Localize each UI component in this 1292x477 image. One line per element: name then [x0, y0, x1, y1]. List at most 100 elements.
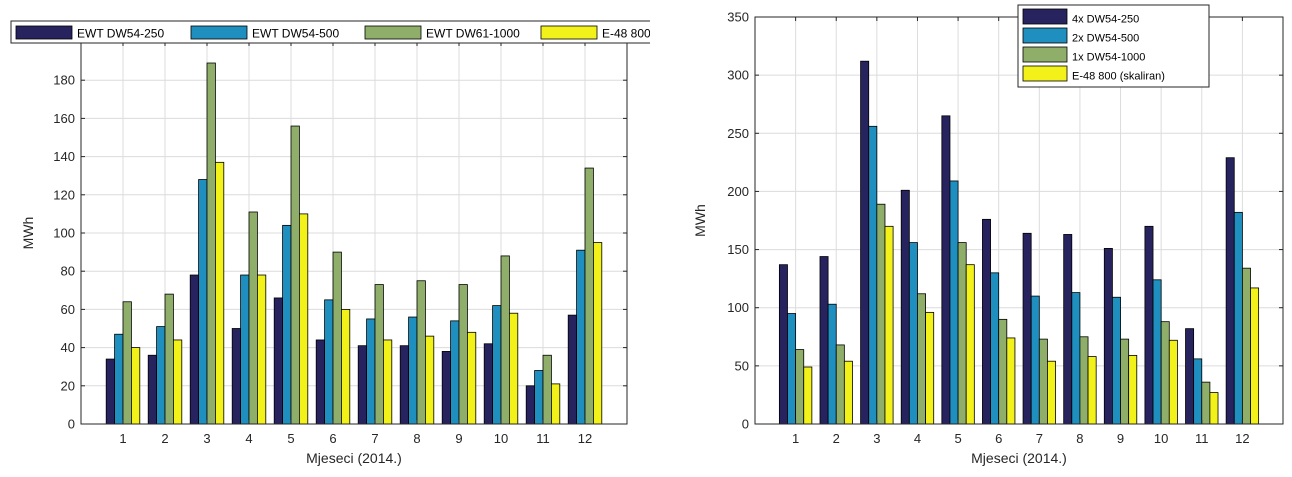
c1-bar-s2-m1	[114, 333, 124, 425]
c1-bar-s2-m3	[198, 179, 208, 425]
c2-bar-s1-m10	[1144, 225, 1154, 425]
c1-xtick-label: 2	[161, 431, 168, 446]
c1-bar-s1-m1	[105, 358, 115, 425]
c2-bar-s2-m5	[949, 180, 959, 425]
c1-ytick-label: 140	[53, 149, 75, 164]
c2-xtick-label: 8	[1076, 431, 1083, 446]
c2-bar-s3-m11	[1201, 381, 1211, 425]
c2-bar-s1-m4	[900, 189, 910, 425]
c2-xtick-label: 3	[873, 431, 880, 446]
c1-y-axis-label: MWh	[20, 217, 36, 250]
c1-ytick-label: 100	[53, 226, 75, 241]
c1-legend-swatch-2	[190, 25, 248, 40]
c1-bar-s1-m3	[189, 274, 199, 425]
c2-bar-s2-m7	[1030, 295, 1040, 425]
c2-plot-area	[755, 17, 1283, 424]
c1-bar-s3-m12	[584, 167, 594, 425]
c2-xtick-label: 5	[954, 431, 961, 446]
c1-xtick-label: 3	[203, 431, 210, 446]
c2-bar-s4-m3	[884, 225, 894, 425]
c2-bar-s3-m9	[1120, 338, 1130, 425]
c2-xtick-label: 6	[995, 431, 1002, 446]
c2-bar-s2-m11	[1193, 358, 1203, 425]
c2-bar-s1-m5	[941, 115, 951, 425]
c1-bar-s4-m6	[340, 308, 351, 425]
c1-bar-s1-m7	[357, 345, 368, 425]
c1-bar-s3-m3	[206, 62, 216, 425]
c2-bar-s4-m8	[1087, 356, 1097, 425]
c2-bar-s1-m3	[860, 60, 870, 425]
c2-bar-s1-m8	[1063, 234, 1073, 425]
c2-legend-label-2: 2x DW54-500	[1072, 33, 1139, 45]
c1-bar-s4-m11	[551, 383, 561, 425]
c2-xtick-label: 2	[833, 431, 840, 446]
c1-bar-s2-m7	[366, 318, 376, 425]
c1-bar-s3-m2	[164, 293, 174, 425]
c2-legend-label-3: 1x DW54-1000	[1072, 52, 1145, 64]
c1-ytick-label: 60	[61, 302, 75, 317]
c2-xtick-label: 4	[914, 431, 921, 446]
c1-x-axis-label: Mjeseci (2014.)	[306, 450, 402, 466]
c1-xtick-label: 10	[494, 431, 508, 446]
c1-legend-swatch-1	[15, 25, 73, 40]
c1-ytick-label: 180	[53, 73, 75, 88]
c1-bar-s4-m10	[508, 312, 519, 425]
c2-ytick-label: 200	[727, 184, 749, 199]
c2-bar-s3-m2	[835, 344, 845, 425]
c2-bar-s4-m1	[803, 366, 813, 425]
c2-legend-label-4: E-48 800 (skaliran)	[1072, 71, 1165, 83]
c2-bar-s2-m1	[787, 313, 797, 425]
c2-ytick-label: 300	[727, 68, 749, 83]
c1-bar-s3-m10	[500, 255, 510, 425]
c1-legend-label-2: EWT DW54-500	[252, 27, 339, 41]
c1-bar-s3-m4	[248, 211, 258, 425]
c1-bar-s1-m5	[273, 297, 284, 425]
c2-xtick-label: 12	[1235, 431, 1249, 446]
c2-axes-box	[754, 16, 1284, 425]
c1-bar-s4-m8	[424, 335, 435, 425]
c2-bar-s4-m11	[1209, 392, 1219, 425]
c2-bar-s1-m2	[819, 256, 829, 425]
c1-bar-s4-m1	[130, 347, 141, 425]
c1-bar-s2-m9	[450, 320, 460, 425]
c1-ytick-label: 120	[53, 187, 75, 202]
c1-bar-s4-m12	[593, 242, 603, 425]
c1-bar-s1-m6	[315, 339, 326, 425]
c2-bar-s2-m9	[1112, 296, 1121, 425]
c1-bar-s4-m4	[256, 274, 267, 425]
c1-bar-s4-m5	[298, 213, 309, 425]
c1-bar-s2-m2	[156, 326, 166, 425]
c2-bar-s1-m7	[1022, 232, 1032, 425]
c1-bar-s1-m12	[567, 314, 578, 425]
c1-xtick-label: 5	[287, 431, 294, 446]
c1-bar-s1-m10	[483, 343, 494, 425]
c2-legend-label-1: 4x DW54-250	[1072, 14, 1139, 26]
c1-legend-label-1: EWT DW54-250	[77, 27, 164, 41]
c1-xtick-label: 6	[329, 431, 336, 446]
c1-legend-box	[10, 20, 650, 44]
c1-bar-s3-m5	[290, 125, 300, 425]
c1-bar-s3-m9	[458, 284, 468, 425]
c1-bar-s2-m6	[324, 299, 334, 425]
c2-bar-s4-m10	[1168, 339, 1178, 425]
c2-bar-s2-m2	[827, 303, 837, 425]
c1-bar-s1-m8	[399, 345, 410, 425]
c1-bar-s1-m9	[441, 351, 452, 425]
c2-bar-s3-m5	[957, 242, 967, 425]
c1-legend-label-3: EWT DW61-1000	[426, 27, 520, 41]
c1-bar-s2-m11	[534, 370, 544, 425]
c2-bar-s2-m10	[1152, 279, 1162, 425]
c2-bar-s1-m1	[778, 264, 788, 425]
c1-bar-s4-m9	[466, 331, 477, 425]
c2-bar-s2-m8	[1071, 292, 1081, 425]
c2-bar-s1-m11	[1185, 328, 1195, 425]
c2-bar-s4-m6	[1006, 337, 1016, 425]
c2-y-axis-label: MWh	[692, 204, 708, 237]
c1-ytick-label: 20	[61, 378, 75, 393]
c2-xtick-label: 7	[1036, 431, 1043, 446]
c1-bar-s2-m12	[576, 249, 586, 425]
c2-ytick-label: 0	[742, 417, 749, 432]
c2-bar-s2-m12	[1233, 211, 1243, 425]
c1-ytick-label: 160	[53, 111, 75, 126]
